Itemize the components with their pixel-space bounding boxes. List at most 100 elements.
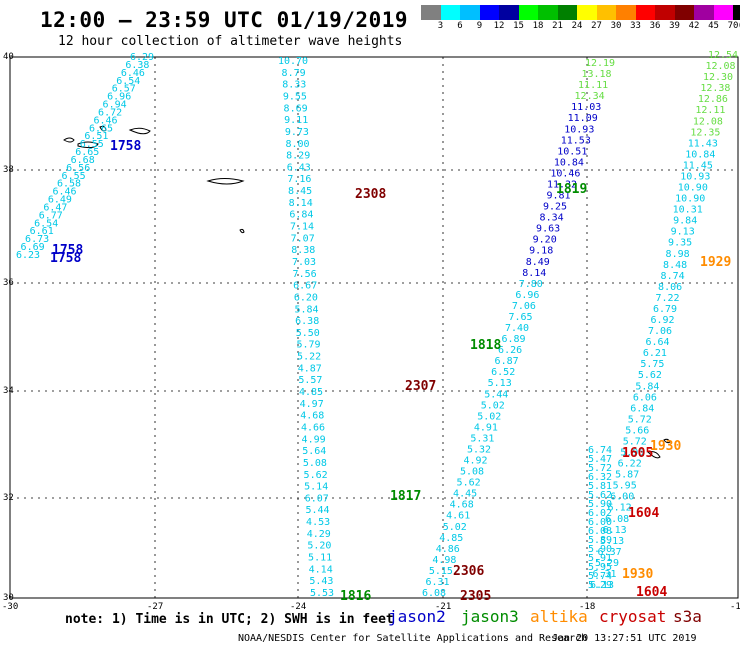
color-swatch — [479, 5, 499, 20]
wave-height-value: 6.46 — [93, 115, 117, 126]
legend-altika: altika — [530, 607, 588, 626]
pass-time-label: 2308 — [355, 187, 386, 202]
wave-height-value: 7.03 — [292, 257, 316, 268]
pass-time-label: 1758 — [52, 243, 83, 258]
latitude-label: 34 — [3, 386, 14, 396]
latitude-label: 40 — [3, 52, 14, 62]
wave-height-value: 4.85 — [299, 387, 323, 398]
color-swatch — [557, 5, 577, 20]
wave-height-value: 5.08 — [303, 458, 327, 469]
footer-timestamp: Jan 20 13:27:51 UTC 2019 — [552, 633, 697, 644]
pass-time-label: 2307 — [405, 379, 436, 394]
wave-height-value: 12.54 — [708, 50, 738, 61]
wave-height-value: 6.92 — [650, 315, 674, 326]
wave-height-value: 6.54 — [116, 76, 140, 87]
wave-height-value: 5.29 — [595, 558, 619, 569]
color-scale-label: 3 — [437, 21, 444, 31]
color-scale-label: 30 — [610, 21, 622, 31]
units-note: note: 1) Time is in UTC; 2) SWH is in fe… — [65, 612, 394, 627]
color-scale-label: 21 — [552, 21, 563, 31]
wave-height-value: 5.32 — [467, 445, 491, 456]
color-swatch — [596, 5, 616, 20]
wave-height-value: 5.89 — [588, 535, 612, 546]
wave-height-value: 5.13 — [600, 536, 624, 547]
wave-height-value: 5.08 — [460, 467, 484, 478]
wave-height-value: 7.14 — [290, 222, 314, 233]
wave-height-value: 5.90 — [588, 499, 612, 510]
latitude-label: 36 — [3, 278, 14, 288]
color-scale-label: 70 — [727, 21, 739, 31]
wave-height-value: 9.84 — [673, 216, 697, 227]
wave-height-value: 5.79 — [296, 340, 320, 351]
wave-height-value: 6.31 — [425, 577, 449, 588]
wave-height-value: 5.14 — [304, 482, 328, 493]
wave-height-value: 5.22 — [297, 352, 321, 363]
wave-height-value: 5.15 — [429, 566, 453, 577]
color-scale-label: (ft) — [738, 21, 740, 31]
wave-height-value: 5.72 — [628, 414, 652, 425]
color-swatch — [733, 5, 740, 20]
longitude-label: -21 — [435, 602, 452, 612]
wave-height-value: 4.68 — [450, 500, 474, 511]
wave-height-value: 5.74 — [588, 571, 612, 582]
wave-height-value: 4.98 — [432, 555, 456, 566]
wave-height-value: 6.73 — [25, 234, 49, 245]
wave-height-value: 5.72 — [623, 437, 647, 448]
wave-height-value: 4.97 — [300, 399, 324, 410]
wave-height-value: 6.52 — [491, 367, 515, 378]
wave-height-value: 8.74 — [661, 271, 685, 282]
wave-height-value: 8.00 — [285, 139, 309, 150]
wave-height-value: 10.84 — [685, 149, 715, 160]
wave-height-value: 6.65 — [89, 123, 113, 134]
legend-cryosat: cryosat — [599, 607, 667, 626]
color-scale-label: 27 — [591, 21, 602, 31]
wave-height-value: 5.62 — [588, 490, 612, 501]
wave-height-value: 6.38 — [295, 316, 319, 327]
footer-credit: NOAA/NESDIS Center for Satellite Applica… — [238, 633, 588, 644]
wave-height-value: 9.73 — [285, 127, 309, 138]
wave-height-value: 5.84 — [635, 381, 659, 392]
wave-height-value: 7.40 — [505, 323, 529, 334]
wave-height-value: 6.64 — [645, 337, 669, 348]
color-scale-label: 39 — [669, 21, 680, 31]
wave-height-value: 4.87 — [298, 363, 322, 374]
wave-height-value: 5.87 — [615, 470, 639, 481]
latitude-label: 38 — [3, 165, 14, 175]
color-scale — [421, 5, 740, 20]
wave-height-value: 9.25 — [543, 202, 567, 213]
wave-height-value: 6.08 — [422, 588, 446, 599]
pass-time-label: 2305 — [460, 589, 491, 604]
wave-height-value: 5.02 — [477, 411, 501, 422]
wave-height-value: 4.61 — [446, 511, 470, 522]
pass-time-label: 2306 — [453, 564, 484, 579]
wave-height-value: 6.46 — [52, 187, 76, 198]
wave-height-value: 6.02 — [588, 508, 612, 519]
wave-height-value: 6.51 — [84, 131, 108, 142]
wave-height-value: 9.11 — [284, 115, 308, 126]
wave-height-value: 9.18 — [529, 246, 553, 257]
wave-height-value: 6.55 — [62, 171, 86, 182]
island-outlines — [63, 125, 671, 459]
pass-time-label: 1604 — [636, 585, 667, 600]
map-frame — [9, 56, 739, 599]
pass-time-label: 1604 — [628, 506, 659, 521]
wave-height-value: 6.06 — [633, 392, 657, 403]
graticule — [9, 56, 739, 599]
wave-height-value: 12.11 — [695, 105, 725, 116]
wave-height-value: 9.20 — [533, 235, 557, 246]
wave-height-value: 6.29 — [130, 52, 154, 63]
wave-height-value: 5.47 — [588, 454, 612, 465]
wave-height-value: 6.58 — [57, 179, 81, 190]
wave-height-value: 5.84 — [294, 304, 318, 315]
wave-height-value: 6.43 — [287, 162, 311, 173]
wave-height-value: 9.81 — [546, 191, 570, 202]
wave-height-value: 10.31 — [673, 205, 703, 216]
wave-height-value: 11.11 — [578, 80, 608, 91]
wave-height-value: 10.90 — [675, 194, 705, 205]
wave-height-value: 6.96 — [515, 290, 539, 301]
wave-height-value: 6.56 — [66, 163, 90, 174]
wave-height-value: 5.95 — [613, 481, 637, 492]
color-scale-label: 36 — [649, 21, 661, 31]
